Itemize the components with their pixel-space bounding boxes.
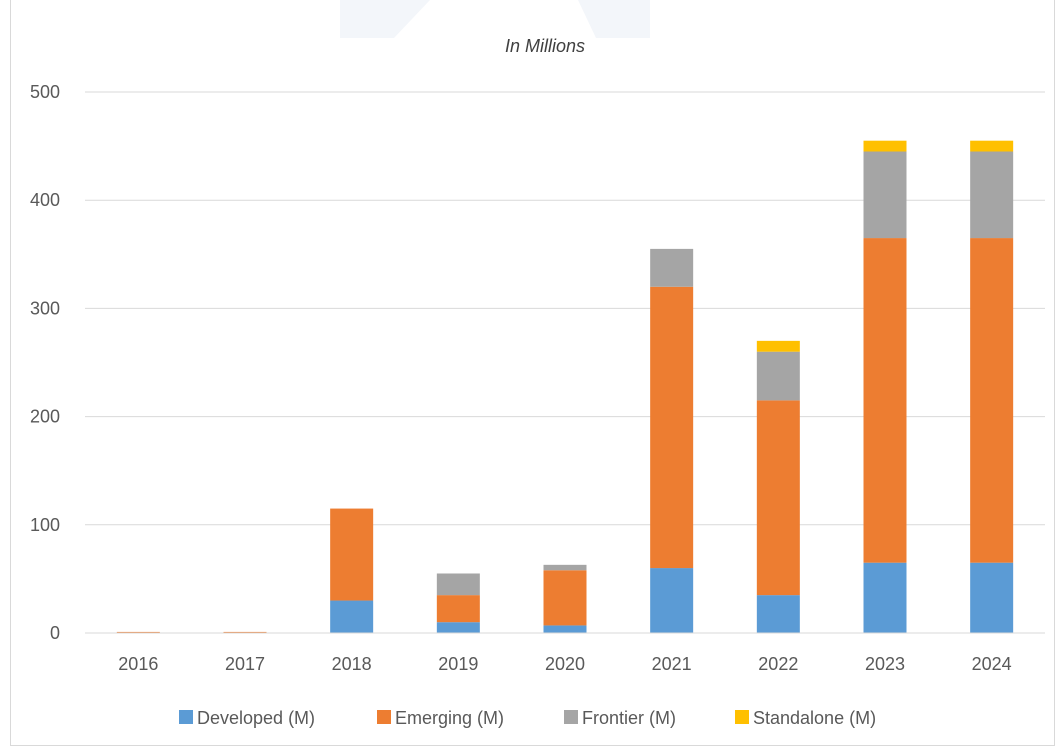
- chart-title: In Millions: [505, 36, 585, 56]
- y-tick-label: 400: [30, 190, 60, 210]
- y-tick-label: 300: [30, 298, 60, 318]
- legend-label: Standalone (M): [753, 708, 876, 728]
- bar-segment: [756, 595, 800, 633]
- legend: Developed (M) Emerging (M) Frontier (M) Sta…: [179, 708, 876, 728]
- bar-segment: [863, 140, 907, 152]
- bar-segment: [116, 631, 160, 633]
- bar-segment: [436, 622, 480, 633]
- bar-segment: [970, 238, 1014, 563]
- y-tick-label: 100: [30, 515, 60, 535]
- bar-segment: [863, 151, 907, 239]
- bar-segment: [863, 562, 907, 633]
- x-tick-label: 2022: [758, 654, 798, 674]
- x-tick-label: 2023: [865, 654, 905, 674]
- x-tick-label: 2016: [118, 654, 158, 674]
- y-tick-label: 500: [30, 82, 60, 102]
- bar-segment: [863, 238, 907, 563]
- x-tick-label: 2017: [225, 654, 265, 674]
- y-axis-ticks: 0 100 200 300 400 500: [30, 82, 60, 643]
- legend-swatch: [735, 710, 749, 724]
- bar-segment: [970, 562, 1014, 633]
- y-tick-label: 200: [30, 407, 60, 427]
- x-tick-label: 2018: [332, 654, 372, 674]
- bar-segment: [330, 600, 374, 633]
- x-axis-ticks: 2016 2017 2018 2019 2020 2021 2022 2023 2024: [118, 654, 1011, 674]
- y-tick-label: 0: [50, 623, 60, 643]
- legend-swatch: [179, 710, 193, 724]
- bar-segment: [650, 568, 694, 633]
- x-tick-label: 2020: [545, 654, 585, 674]
- x-tick-label: 2024: [972, 654, 1012, 674]
- bar-segment: [543, 564, 587, 571]
- bar-segment: [650, 286, 694, 569]
- x-tick-label: 2021: [652, 654, 692, 674]
- bar-segment: [543, 570, 587, 626]
- bar-segment: [436, 573, 480, 596]
- legend-swatch: [377, 710, 391, 724]
- legend-label: Developed (M): [197, 708, 315, 728]
- bar-segment: [436, 595, 480, 623]
- bar-segment: [330, 508, 374, 601]
- bars: [116, 140, 1014, 633]
- bar-segment: [223, 631, 267, 633]
- bar-segment: [756, 400, 800, 596]
- legend-label: Emerging (M): [395, 708, 504, 728]
- bar-segment: [543, 625, 587, 633]
- bar-segment: [970, 151, 1014, 239]
- legend-swatch: [564, 710, 578, 724]
- bar-segment: [650, 248, 694, 287]
- x-tick-label: 2019: [438, 654, 478, 674]
- bar-segment: [756, 340, 800, 352]
- legend-label: Frontier (M): [582, 708, 676, 728]
- bar-segment: [756, 351, 800, 401]
- bar-segment: [970, 140, 1014, 152]
